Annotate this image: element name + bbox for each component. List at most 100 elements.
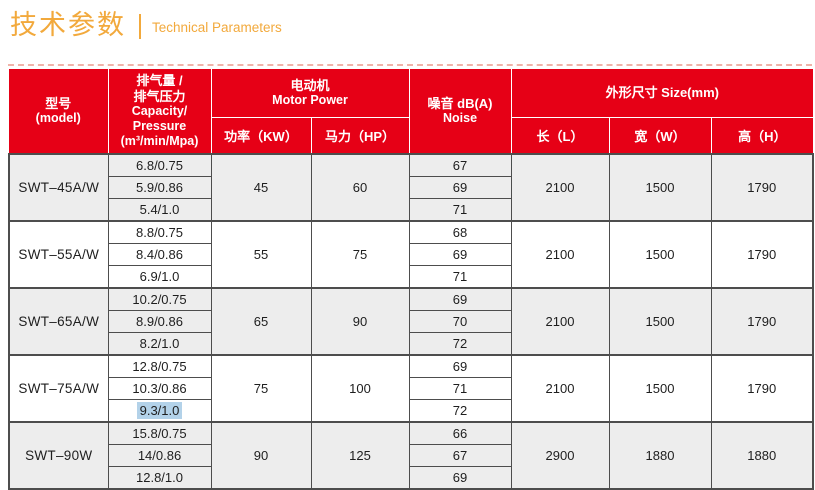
- col-header-size: 外形尺寸 Size(mm): [510, 69, 814, 118]
- height-cell: 1790: [710, 287, 814, 356]
- noise-header-zh: 噪音 dB(A): [427, 95, 493, 111]
- capacity-value: 14/0.86: [137, 448, 182, 463]
- table-row: SWT–45A/W 6.8/0.75 45 60 67 2100 1500 1790: [8, 153, 814, 222]
- noise-cell: 70: [408, 310, 512, 333]
- table-row: 8.4/0.86 69: [9, 243, 813, 266]
- motor-header-en: Motor Power: [272, 93, 348, 107]
- capacity-header-line: Capacity/: [131, 104, 188, 118]
- noise-cell: 71: [408, 198, 512, 222]
- table-row: SWT–55A/W 8.8/0.75 55 75 68 2100 1500 1790: [8, 220, 814, 289]
- noise-cell: 68: [408, 220, 512, 244]
- capacity-cell: 6.9/1.0: [107, 265, 212, 289]
- horsepower-cell: 75: [310, 220, 410, 289]
- noise-cell: 66: [408, 421, 512, 445]
- table-row: 14/0.86 67: [9, 444, 813, 467]
- capacity-cell: 5.9/0.86: [107, 176, 212, 199]
- col-header-horsepower: 马力（HP）: [310, 116, 410, 155]
- noise-cell: 69: [408, 466, 512, 490]
- height-cell: 1880: [710, 421, 814, 490]
- title-divider: [139, 13, 141, 39]
- capacity-header-line: 排气量 /: [136, 73, 183, 88]
- noise-cell: 69: [408, 243, 512, 266]
- capacity-cell: 8.2/1.0: [107, 332, 212, 356]
- col-header-height: 高（H）: [710, 116, 814, 155]
- capacity-value: 6.9/1.0: [139, 269, 180, 284]
- capacity-cell: 9.3/1.0: [107, 399, 212, 423]
- noise-cell: 67: [408, 444, 512, 467]
- table-row: SWT–65A/W 10.2/0.75 65 90 69 2100 1500 1790: [8, 287, 814, 356]
- capacity-cell: 14/0.86: [107, 444, 212, 467]
- height-cell: 1790: [710, 153, 814, 222]
- col-header-model: 型号 (model): [9, 69, 109, 155]
- power-kw-cell: 75: [210, 354, 312, 423]
- noise-cell: 69: [408, 354, 512, 378]
- motor-header-zh: 电动机: [290, 77, 330, 93]
- noise-header-en: Noise: [442, 111, 478, 126]
- noise-cell: 71: [408, 265, 512, 289]
- size-header-label: 外形尺寸 Size(mm): [605, 85, 719, 100]
- width-cell: 1880: [608, 421, 712, 490]
- capacity-value: 6.8/0.75: [136, 158, 183, 173]
- table-row: 10.3/0.86 71: [9, 377, 813, 400]
- power-kw-cell: 65: [210, 287, 312, 356]
- noise-cell: 69: [408, 176, 512, 199]
- power-kw-cell: 45: [210, 153, 312, 222]
- col-header-length: 长（L）: [510, 116, 610, 155]
- technical-parameters-table: 型号 (model) 排气量 / 排气压力 Capacity/ Pressure…: [8, 69, 814, 490]
- capacity-cell: 8.4/0.86: [107, 243, 212, 266]
- table-row: 8.2/1.0 72: [9, 332, 813, 356]
- power-kw-cell: 90: [210, 421, 312, 490]
- horsepower-cell: 90: [310, 287, 410, 356]
- width-cell: 1500: [608, 354, 712, 423]
- col-header-width: 宽（W）: [608, 116, 712, 155]
- horsepower-cell: 125: [310, 421, 410, 490]
- capacity-value: 12.8/1.0: [136, 470, 183, 485]
- page-subtitle: Technical Parameters: [152, 19, 282, 35]
- decorative-dashed-line: [8, 64, 812, 66]
- table-row: 9.3/1.0 72: [9, 399, 813, 423]
- capacity-value: 12.8/0.75: [132, 359, 187, 374]
- model-cell: SWT–90W: [8, 421, 109, 490]
- table-row: SWT–75A/W 12.8/0.75 75 100 69 2100 1500 1790: [8, 354, 814, 423]
- col-header-noise: 噪音 dB(A) Noise: [408, 69, 512, 155]
- capacity-value: 8.9/0.86: [136, 314, 183, 329]
- model-cell: SWT–45A/W: [8, 153, 109, 222]
- model-cell: SWT–75A/W: [8, 354, 109, 423]
- col-header-motor-power: 电动机 Motor Power: [210, 69, 410, 118]
- capacity-value: 5.9/0.86: [136, 180, 183, 195]
- capacity-header-line: (m³/min/Mpa): [120, 134, 199, 148]
- capacity-cell: 8.8/0.75: [107, 220, 212, 244]
- width-cell: 1500: [608, 220, 712, 289]
- length-cell: 2100: [510, 354, 610, 423]
- capacity-cell: 15.8/0.75: [107, 421, 212, 445]
- length-cell: 2100: [510, 287, 610, 356]
- noise-cell: 72: [408, 332, 512, 356]
- capacity-cell: 12.8/0.75: [107, 354, 212, 378]
- capacity-value: 8.8/0.75: [136, 225, 183, 240]
- width-cell: 1500: [608, 287, 712, 356]
- length-cell: 2100: [510, 220, 610, 289]
- capacity-value: 15.8/0.75: [132, 426, 187, 441]
- capacity-value: 10.3/0.86: [132, 381, 187, 396]
- height-cell: 1790: [710, 354, 814, 423]
- capacity-cell: 10.2/0.75: [107, 287, 212, 311]
- table-row: SWT–90W 15.8/0.75 90 125 66 2900 1880 1880: [8, 421, 814, 490]
- capacity-value: 10.2/0.75: [132, 292, 187, 307]
- power-kw-cell: 55: [210, 220, 312, 289]
- table-body: SWT–45A/W 6.8/0.75 45 60 67 2100 1500 1790 5.9/0…: [8, 153, 814, 490]
- horsepower-cell: 100: [310, 354, 410, 423]
- length-cell: 2100: [510, 153, 610, 222]
- model-cell: SWT–65A/W: [8, 287, 109, 356]
- length-cell: 2900: [510, 421, 610, 490]
- capacity-header-line: Pressure: [132, 119, 187, 133]
- height-cell: 1790: [710, 220, 814, 289]
- model-header-zh: 型号: [45, 95, 72, 111]
- capacity-cell: 6.8/0.75: [107, 153, 212, 177]
- table-row: 5.4/1.0 71: [9, 198, 813, 222]
- capacity-cell: 8.9/0.86: [107, 310, 212, 333]
- noise-cell: 67: [408, 153, 512, 177]
- noise-cell: 71: [408, 377, 512, 400]
- capacity-cell: 5.4/1.0: [107, 198, 212, 222]
- table-row: 5.9/0.86 69: [9, 176, 813, 199]
- capacity-header-line: 排气压力: [133, 88, 186, 104]
